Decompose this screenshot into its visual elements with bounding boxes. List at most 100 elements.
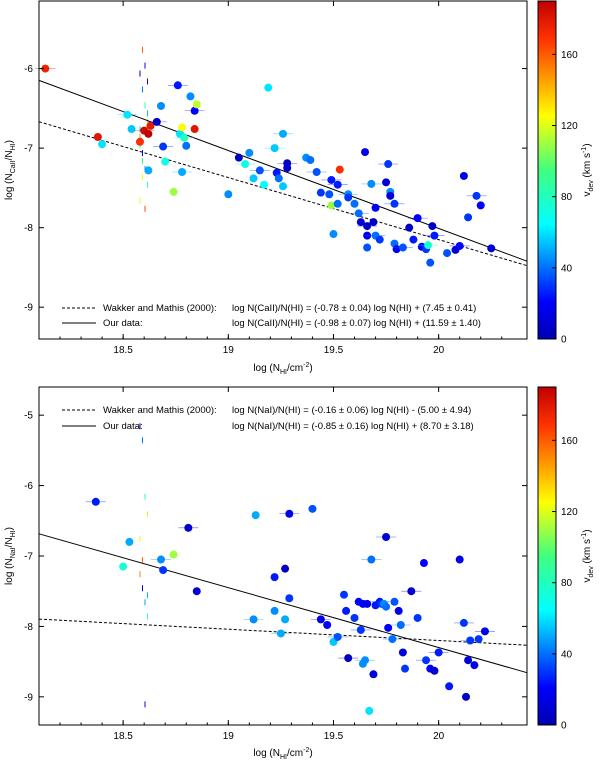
data-point [169,550,178,559]
data-point [367,555,376,564]
data-point [270,144,279,153]
data-point [335,165,344,174]
data-point [285,594,294,603]
x-tick-label: 19.5 [324,345,344,356]
caii-y-axis-label: log (NCaII/NHI) [4,140,17,200]
nai-y-axis-label: log (NNaI/NHI) [4,527,17,585]
data-point [464,213,473,222]
data-point [144,166,153,175]
caii-colorbar: 0 40 80 120 160 vdev (km s-1) [537,0,595,346]
data-point [161,157,170,166]
data-point [371,203,380,212]
data-point [455,241,464,250]
data-point [329,230,338,239]
x-tick-label: 19 [223,345,235,356]
data-point [405,223,414,232]
y-tick-label: -8 [24,622,33,633]
data-point [41,64,50,73]
colorbar-tick-label: 80 [561,192,573,203]
data-point [173,81,182,90]
nai-x-axis-label: log (NHI/cm-2) [253,747,312,761]
data-point [390,597,399,606]
data-point [398,648,407,657]
data-point [125,537,134,546]
data-point [388,635,397,644]
our-fit-line [38,533,528,674]
data-point [251,511,260,520]
data-point [384,160,393,169]
data-point [308,504,317,513]
data-point [312,167,321,176]
data-point [325,190,334,199]
legend-wakker-name: Wakker and Mathis (2000): [103,303,217,314]
data-point [392,245,401,254]
data-point [306,156,315,165]
colorbar-tick-label: 160 [561,436,578,447]
caii-ticks: 18.5 19 19.5 20 -6 -7 -8 -9 [24,1,527,356]
data-point [390,199,399,208]
legend-ours-name: Our data: [103,318,143,329]
data-point [430,231,439,240]
data-point [354,209,363,218]
data-point [474,635,483,644]
colorbar-label: vdev (km s-1) [581,143,595,196]
data-point [157,555,165,564]
data-point [459,618,468,627]
data-point [434,648,443,657]
legend-ours-equation: log N(NaI)/N(HI) = (-0.85 ± 0.16) log N(… [232,421,474,432]
data-point [281,564,290,573]
data-point [401,664,409,673]
data-point [384,623,393,632]
data-point [180,133,189,142]
data-point [152,117,161,126]
data-point [264,83,273,92]
data-point [443,249,452,258]
data-point [135,137,144,146]
y-tick-label: -6 [24,64,33,75]
data-point [316,188,325,197]
data-point [234,153,243,162]
y-tick-label: -9 [24,303,33,314]
data-point [487,244,496,253]
colorbar-tick-label: 0 [561,335,567,346]
data-point [178,167,187,176]
data-point [386,191,395,200]
data-point [356,218,365,227]
x-tick-label: 19 [223,731,235,742]
data-point [192,100,201,109]
data-point [260,180,269,189]
data-point [344,654,353,663]
data-point [146,121,155,130]
colorbar-gradient [537,386,557,726]
y-tick-label: -7 [24,552,33,563]
data-point [369,218,378,227]
legend-wakker-equation: log N(NaI)/N(HI) = (-0.16 ± 0.06) log N(… [232,405,471,416]
data-point [455,555,464,564]
data-point [426,258,435,267]
data-point [459,171,468,180]
data-point [396,621,405,630]
x-tick-label: 20 [433,345,445,356]
data-point [369,670,378,679]
data-point [255,166,264,175]
data-point [285,509,294,518]
nai-colorbar: 0 40 80 120 160 vdev (km s-1) [537,386,595,732]
data-point [241,160,250,169]
colorbar-tick-label: 40 [561,649,573,660]
caii-panel: 18.5 19 19.5 20 -6 -7 -8 -9 log (NHI/cm-2) log … [4,0,595,376]
legend-ours-name: Our data: [103,421,143,432]
colorbar-label: vdev (km s-1) [581,529,595,582]
legend-ours-equation: log N(CaII)/N(HI) = (-0.98 ± 0.07) log N… [232,318,481,329]
data-point [361,656,370,665]
data-point [91,497,100,506]
data-point [382,532,391,541]
y-tick-label: -6 [24,481,33,492]
caii-plot-frame [38,0,528,340]
x-tick-label: 20 [433,731,445,742]
data-point [428,222,437,231]
data-point [190,125,199,134]
data-point [98,140,107,149]
data-point [279,129,287,138]
data-point [470,661,479,670]
